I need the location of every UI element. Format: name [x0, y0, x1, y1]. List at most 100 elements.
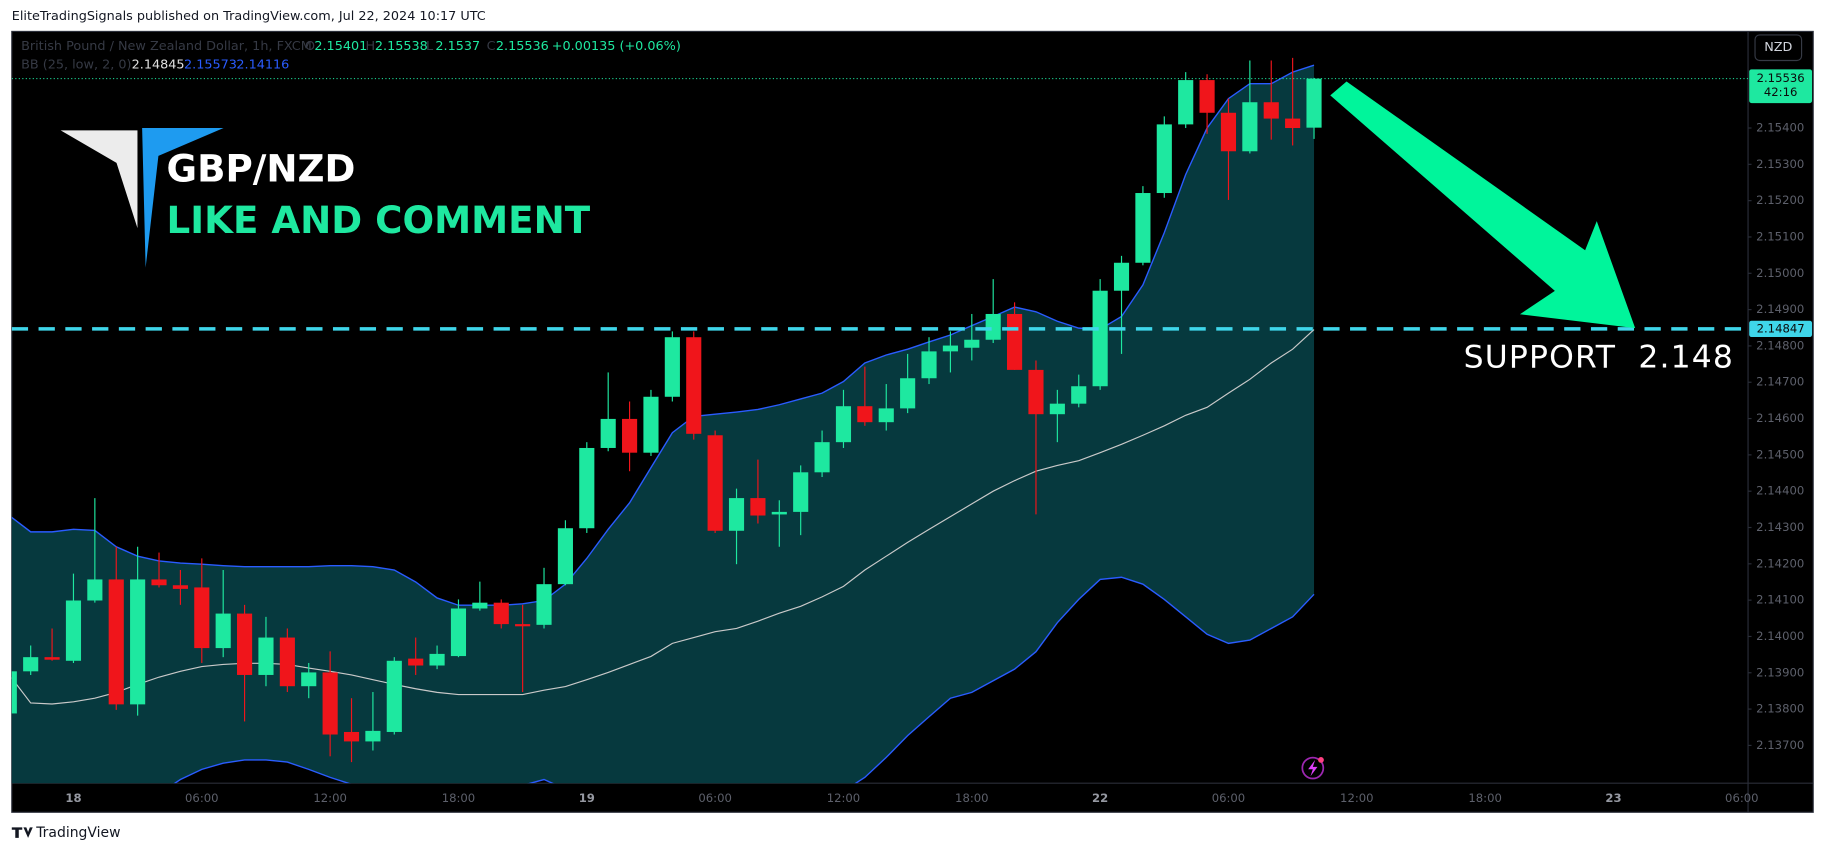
y-tick-label: 2.14400 [1756, 484, 1804, 498]
candle-body [515, 624, 531, 627]
band-fill [11, 65, 1315, 784]
logo-white [60, 130, 138, 229]
y-tick-label: 2.14900 [1756, 302, 1804, 316]
x-tick-label: 18:00 [955, 791, 989, 805]
x-tick-label: 06:00 [1212, 791, 1246, 805]
candle-body [130, 579, 146, 705]
candle-body [793, 472, 809, 512]
y-tick-label: 2.14000 [1756, 629, 1804, 643]
y-tick-label: 2.15100 [1756, 229, 1804, 243]
alert-icon[interactable] [1301, 756, 1325, 780]
cta-annotation: LIKE AND COMMENT [167, 198, 591, 242]
candle-body [857, 406, 873, 423]
candle-body [258, 637, 274, 675]
band-basis [11, 329, 1315, 705]
ohlc-open: 2.15401 [314, 39, 367, 54]
ohlc-change: +0.00135 (+0.06%) [552, 39, 681, 54]
symbol-legend: British Pound / New Zealand Dollar, 1h, … [21, 39, 312, 54]
candle-body [1285, 118, 1301, 129]
candle-body [942, 345, 958, 352]
candle-body [643, 396, 659, 453]
candle-body [472, 602, 488, 609]
support-annotation: SUPPORT 2.148 [1464, 339, 1734, 375]
candle-body [536, 584, 552, 625]
candle-body [450, 608, 467, 657]
brand-name: TradingView [35, 825, 120, 841]
candle-body [1049, 403, 1065, 415]
candle-body [964, 339, 980, 348]
candle-body [172, 585, 188, 589]
candle-body [237, 613, 253, 675]
brand-logo [11, 827, 33, 838]
candle-body [11, 671, 17, 714]
currency-label: NZD [1764, 40, 1792, 55]
y-tick-label: 2.13900 [1756, 665, 1804, 679]
candle-body [279, 637, 295, 687]
x-tick-label: 12:00 [1340, 791, 1374, 805]
support-box [1749, 320, 1813, 338]
candle-body [878, 408, 894, 423]
candle-body [215, 613, 231, 649]
candle-body [301, 672, 317, 687]
y-tick-label: 2.15400 [1756, 121, 1804, 135]
ohlc-high: 2.15538 [375, 39, 428, 54]
last-price-label: 2.15536 [1757, 71, 1805, 85]
indicator-lower: 2.14116 [236, 58, 289, 73]
down-arrow [1330, 81, 1636, 329]
x-tick-label: 18:00 [442, 791, 476, 805]
candle-body [1028, 369, 1044, 415]
candle-body [557, 528, 573, 585]
candle-body [686, 337, 702, 434]
candle-body [1135, 193, 1151, 263]
ohlc-letter: H [366, 39, 376, 54]
candle-body [921, 351, 937, 379]
candle-body [664, 337, 680, 397]
candle-body [814, 442, 830, 473]
candle-body [151, 579, 167, 586]
x-tick-label: 06:00 [185, 791, 219, 805]
ohlc-letter: O [305, 39, 315, 54]
candle-body [750, 498, 766, 516]
candle-body [1306, 78, 1322, 128]
candle-body [194, 587, 210, 649]
candle-body [108, 579, 124, 705]
candle-body [707, 435, 723, 531]
candle-body [1242, 102, 1258, 152]
y-tick-label: 2.15000 [1756, 266, 1804, 280]
candle-body [771, 511, 787, 515]
y-tick-label: 2.14700 [1756, 375, 1804, 389]
y-tick-label: 2.14100 [1756, 593, 1804, 607]
candle-body [1199, 80, 1215, 113]
y-tick-label: 2.14300 [1756, 520, 1804, 534]
logo-blue [142, 128, 224, 268]
y-tick-label: 2.14600 [1756, 411, 1804, 425]
candle-body [1113, 262, 1130, 291]
candle-body [429, 653, 445, 666]
candle-body [65, 600, 82, 661]
candle-body [622, 418, 638, 453]
band-lower [173, 576, 1315, 784]
candle-body [579, 447, 595, 529]
ohlc-letter: L [426, 39, 434, 54]
alert-dot [1318, 756, 1324, 763]
plot-area [11, 57, 1749, 784]
x-tick-label: 06:00 [1725, 791, 1759, 805]
publisher-line: EliteTradingSignals published on Trading… [12, 9, 486, 24]
candle-body [322, 672, 338, 735]
countdown-label: 42:16 [1764, 85, 1798, 99]
indicator-legend: BB (25, low, 2, 0) [21, 58, 131, 73]
x-tick-label: 12:00 [827, 791, 861, 805]
currency-button[interactable] [1754, 34, 1803, 62]
candle-body [365, 730, 381, 742]
y-tick-label: 2.14200 [1756, 556, 1804, 570]
y-tick-label: 2.15200 [1756, 193, 1804, 207]
candle-body [23, 657, 39, 672]
candle-body [600, 418, 616, 448]
candle-body [728, 498, 745, 531]
candle-body [1092, 290, 1108, 387]
x-tick-label: 18:00 [1468, 791, 1502, 805]
y-tick-label: 2.13700 [1756, 738, 1804, 752]
candle-body [44, 657, 60, 660]
indicator-basis: 2.14845 [132, 58, 185, 73]
